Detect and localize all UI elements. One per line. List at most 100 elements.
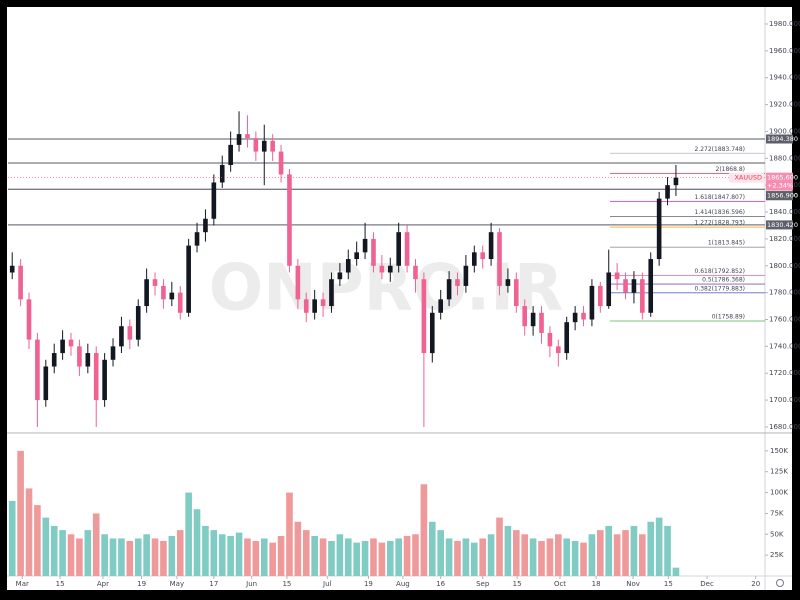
volume-bar bbox=[437, 530, 445, 576]
volume-bar bbox=[8, 500, 16, 576]
x-tick-label: Oct bbox=[554, 580, 566, 588]
candle-body bbox=[295, 265, 301, 300]
x-tick-label: 19 bbox=[364, 580, 373, 588]
level-label-box bbox=[766, 220, 793, 230]
volume-bar bbox=[386, 540, 394, 576]
candle-body bbox=[429, 312, 435, 354]
y-tick-label: 1920.000 bbox=[769, 101, 800, 109]
volume-bar bbox=[277, 535, 285, 576]
x-tick-label: Jul bbox=[322, 580, 332, 588]
volume-bar bbox=[370, 538, 377, 576]
volume-bar bbox=[42, 517, 50, 576]
settings-icon[interactable] bbox=[776, 579, 784, 587]
candle-body bbox=[186, 245, 191, 313]
candle-body bbox=[530, 312, 536, 327]
level-label: 1856.900 bbox=[767, 192, 798, 200]
volume-bar bbox=[328, 540, 335, 576]
candle-body bbox=[413, 265, 418, 280]
candle-body bbox=[387, 265, 393, 273]
volume-bar bbox=[588, 534, 596, 576]
volume-bar bbox=[580, 542, 587, 576]
volume-bar bbox=[597, 530, 604, 576]
volume-bar bbox=[101, 534, 108, 576]
volume-bar bbox=[109, 538, 117, 576]
volume-bar bbox=[529, 538, 537, 576]
volume-bar bbox=[420, 484, 428, 576]
volume-bar bbox=[134, 538, 142, 576]
volume-bar bbox=[647, 521, 655, 576]
y-tick-label: 1740.000 bbox=[769, 342, 800, 350]
volume-bar bbox=[344, 538, 352, 576]
fib-label: 2.272(1883.748) bbox=[695, 146, 746, 153]
fib-label: 0.5(1786.368) bbox=[702, 277, 745, 284]
candle-body bbox=[614, 272, 620, 280]
volume-bar bbox=[302, 530, 310, 576]
fib-label: 0(1758.89) bbox=[712, 313, 745, 320]
volume-bar bbox=[92, 513, 100, 576]
candle-body bbox=[312, 299, 317, 313]
candle-body bbox=[35, 339, 40, 401]
x-tick-label: 15 bbox=[56, 580, 65, 588]
volume-bar bbox=[622, 530, 629, 576]
x-tick-label: Nov bbox=[626, 580, 640, 588]
volume-bar bbox=[227, 535, 234, 576]
volume-bar bbox=[126, 540, 134, 576]
candle-body bbox=[261, 140, 267, 152]
candle-body bbox=[329, 279, 334, 307]
y-tick-label: 1880.000 bbox=[769, 154, 800, 162]
change-label: +2.34% bbox=[767, 182, 793, 190]
y-tick-label: 1980.000 bbox=[769, 20, 800, 28]
volume-bar bbox=[655, 517, 663, 576]
volume-bar bbox=[286, 492, 293, 576]
candle-body bbox=[320, 299, 326, 307]
volume-bar bbox=[185, 492, 192, 576]
x-tick-label: Apr bbox=[97, 580, 109, 588]
y-tick-label: 1700.000 bbox=[769, 396, 800, 404]
fib-label: 1.618(1847.807) bbox=[695, 194, 746, 201]
volume-bar bbox=[34, 505, 41, 576]
y-tick-label: 1680.000 bbox=[769, 423, 800, 431]
candle-body bbox=[203, 218, 208, 233]
y-tick-label: 1940.000 bbox=[769, 74, 800, 82]
volume-bar bbox=[84, 530, 92, 576]
candle-body bbox=[144, 279, 149, 307]
candle-body bbox=[665, 185, 670, 199]
volume-bar bbox=[395, 538, 402, 576]
candle-body bbox=[345, 259, 351, 273]
volume-bar bbox=[378, 542, 386, 576]
candle-body bbox=[547, 332, 553, 347]
volume-bar bbox=[496, 517, 503, 576]
watermark: ONPRO.IR bbox=[209, 252, 564, 326]
volume-bar bbox=[118, 538, 125, 576]
candle-body bbox=[589, 285, 595, 320]
volume-bar bbox=[25, 488, 33, 576]
x-tick-label: Sep bbox=[476, 580, 490, 588]
fib-label: 1(1813.845) bbox=[708, 240, 745, 247]
y-tick-label: 1840.000 bbox=[769, 208, 800, 216]
volume-bar bbox=[50, 525, 58, 576]
y-tick-label: 1820.000 bbox=[769, 235, 800, 243]
volume-bar bbox=[269, 542, 276, 576]
candle-body bbox=[211, 182, 217, 219]
volume-bar bbox=[210, 530, 218, 576]
candle-body bbox=[102, 359, 107, 401]
candle-body bbox=[303, 299, 309, 313]
candle-body bbox=[513, 279, 519, 307]
candle-body bbox=[161, 285, 166, 300]
volume-bar bbox=[193, 509, 201, 576]
candle-body bbox=[480, 252, 486, 260]
volume-bar bbox=[168, 535, 176, 576]
candle-body bbox=[497, 232, 502, 286]
candle-body bbox=[371, 238, 376, 266]
volume-bar bbox=[664, 525, 671, 576]
y-tick-label: 1800.000 bbox=[769, 262, 800, 270]
y2-tick-label: 100K bbox=[770, 489, 788, 497]
x-tick-label: May bbox=[170, 580, 184, 588]
candle-body bbox=[379, 265, 385, 273]
level-label-box bbox=[766, 191, 793, 201]
volume-bar bbox=[361, 540, 369, 576]
volume-bar bbox=[252, 540, 260, 576]
fib-label: 2(1868.8) bbox=[716, 166, 746, 173]
candle-body bbox=[438, 299, 444, 313]
